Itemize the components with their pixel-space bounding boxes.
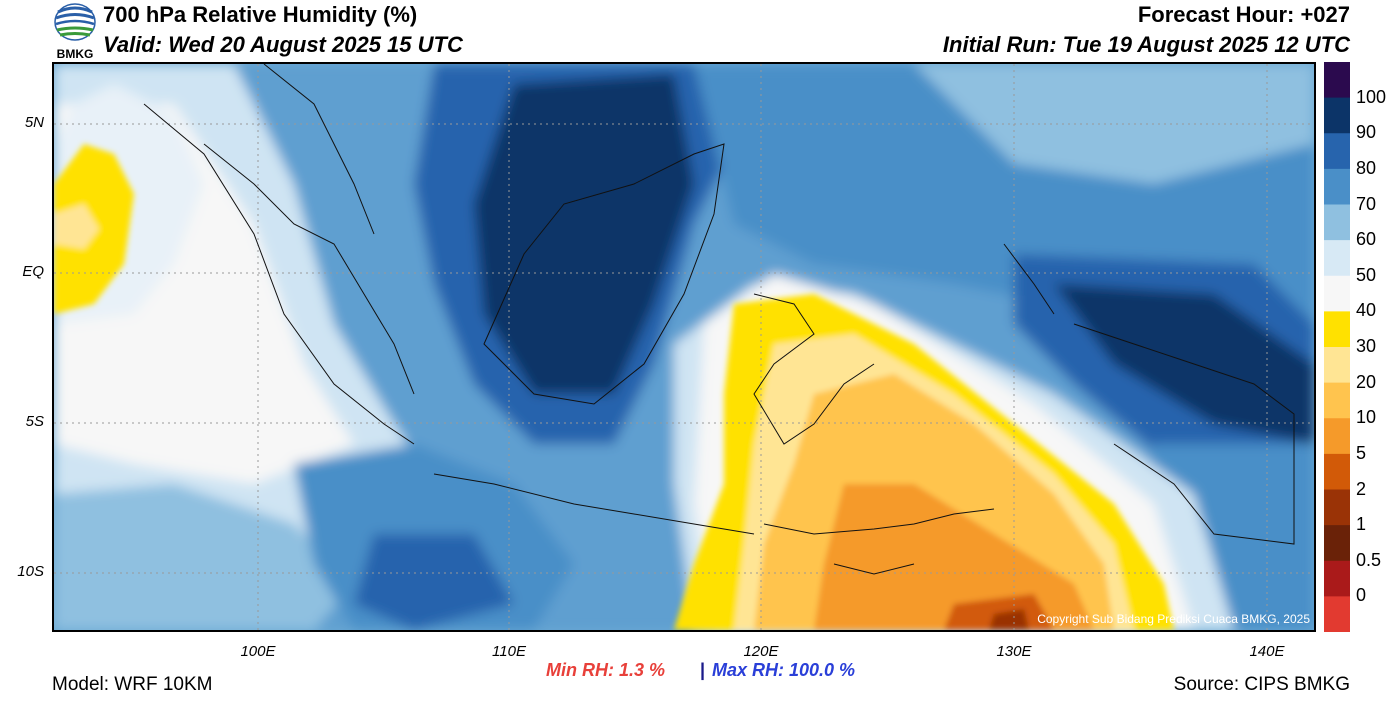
colorbar-label: 50 [1356, 264, 1377, 285]
colorbar-label: 5 [1356, 442, 1367, 463]
colorbar-label: 100 [1356, 86, 1387, 107]
lat-label: 10S [17, 563, 44, 580]
colorbar-label: 60 [1356, 229, 1377, 250]
colorbar-swatch [1324, 382, 1350, 419]
colorbar-label: 30 [1356, 336, 1377, 356]
valid-time: Valid: Wed 20 August 2025 15 UTC [103, 32, 463, 57]
bmkg-logo: BMKG [52, 2, 98, 61]
lon-label: 110E [492, 643, 526, 660]
humidity-field [54, 64, 1314, 630]
colorbar-label: 70 [1356, 193, 1377, 214]
colorbar-label: 80 [1356, 157, 1377, 178]
lat-label: 5S [25, 413, 44, 430]
source-label: Source: CIPS BMKG [1173, 674, 1350, 695]
colorbar-label: 2 [1356, 478, 1367, 499]
colorbar-label: 0 [1356, 585, 1367, 606]
stat-separator: | [700, 660, 706, 680]
lon-label: 100E [240, 643, 276, 660]
lon-label: 140E [1249, 643, 1285, 660]
colorbar-swatch [1324, 275, 1350, 312]
colorbar-swatch [1324, 525, 1350, 562]
colorbar-label: 10 [1356, 407, 1377, 428]
lat-label: 5N [24, 114, 44, 131]
colorbar-label: 1 [1356, 514, 1367, 535]
copyright-notice: Copyright Sub Bidang Prediksi Cuaca BMKG… [1037, 612, 1310, 626]
colorbar-swatch [1324, 311, 1350, 348]
chart-title: 700 hPa Relative Humidity (%) [103, 2, 418, 27]
colorbar-label: 0.5 [1356, 549, 1382, 570]
colorbar-swatch [1324, 133, 1350, 170]
coastline-outlines [143, 64, 1295, 575]
colorbar-swatch [1324, 418, 1350, 455]
colorbar-swatch [1324, 62, 1350, 99]
humidity-map: Copyright Sub Bidang Prediksi Cuaca BMKG… [52, 62, 1316, 632]
max-rh: Max RH: 100.0 % [712, 660, 856, 680]
colorbar-swatch [1324, 97, 1350, 134]
colorbar-label: 20 [1356, 371, 1377, 392]
colorbar-swatch [1324, 489, 1350, 526]
lon-label: 120E [743, 643, 779, 660]
colorbar-swatch [1324, 204, 1350, 241]
colorbar-swatch [1324, 560, 1350, 597]
bmkg-emblem-icon [54, 3, 96, 41]
min-rh: Min RH: 1.3 % [546, 660, 666, 680]
colorbar-swatch [1324, 347, 1350, 384]
initial-run: Initial Run: Tue 19 August 2025 12 UTC [942, 32, 1350, 57]
lon-label: 130E [996, 643, 1032, 660]
colorbar-swatch [1324, 240, 1350, 277]
colorbar [1324, 62, 1350, 632]
colorbar-swatch [1324, 168, 1350, 205]
logo-text: BMKG [56, 47, 94, 61]
model-label: Model: WRF 10KM [52, 674, 213, 695]
colorbar-label: 90 [1356, 122, 1377, 143]
colorbar-label: 40 [1356, 300, 1377, 321]
colorbar-swatch [1324, 453, 1350, 490]
lat-label: EQ [22, 263, 44, 280]
colorbar-swatch [1324, 596, 1350, 632]
forecast-hour: Forecast Hour: +027 [1137, 2, 1350, 27]
